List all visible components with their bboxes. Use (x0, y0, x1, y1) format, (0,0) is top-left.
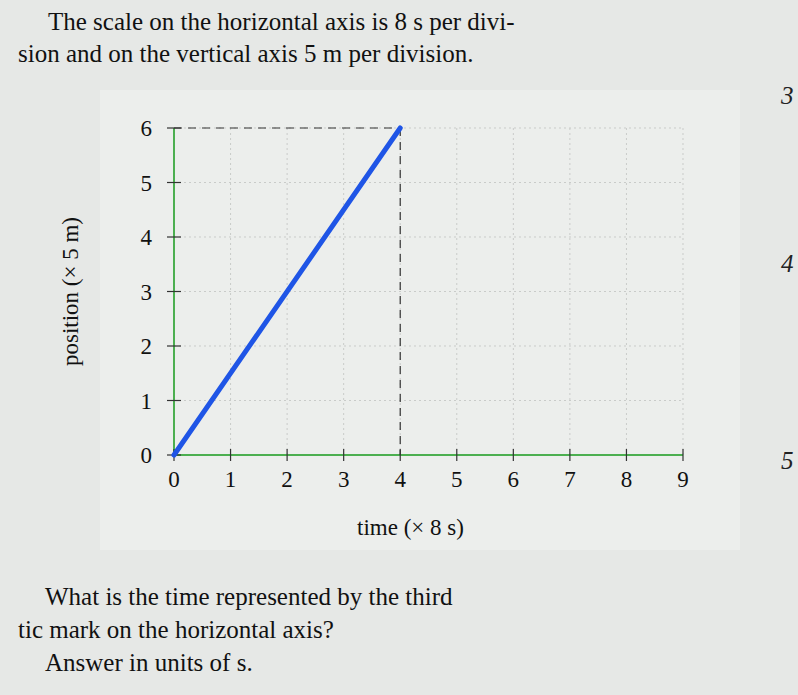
grid-line (456, 128, 457, 455)
grid-line (513, 128, 514, 455)
question-text: What is the time represented by the thir… (45, 583, 453, 610)
x-tick (569, 449, 570, 461)
y-tick (167, 291, 181, 292)
x-axis-label: time (× 8 s) (357, 515, 464, 540)
grid-line (174, 291, 683, 292)
y-tick (167, 182, 181, 183)
x-tick (230, 449, 231, 461)
grid-line (174, 455, 683, 456)
x-tick-label: 3 (338, 467, 350, 492)
x-tick (513, 449, 514, 461)
x-tick-label: 6 (508, 467, 520, 492)
x-tick-label: 5 (451, 467, 463, 492)
y-tick (167, 400, 181, 401)
x-tick-label: 8 (621, 467, 633, 492)
y-tick-label: 2 (141, 334, 153, 359)
x-tick-label: 0 (168, 467, 180, 492)
data-line (174, 128, 400, 455)
intro-text: The scale on the horizontal axis is 8 s … (48, 8, 515, 35)
intro-text: sion and on the vertical axis 5 m per di… (18, 40, 473, 67)
x-tick (682, 449, 683, 461)
x-tick (287, 449, 288, 461)
x-tick (456, 449, 457, 461)
x-axis (174, 454, 683, 456)
x-tick-label: 4 (394, 467, 406, 492)
x-tick-label: 9 (677, 467, 689, 492)
question-text: Answer in units of s. (45, 649, 253, 676)
y-tick-label: 1 (141, 389, 153, 414)
margin-number: 4 (781, 250, 794, 277)
x-tick-label: 2 (281, 467, 293, 492)
grid-line (174, 128, 683, 129)
x-tick-label: 7 (564, 467, 576, 492)
question-text: tic mark on the horizontal axis? (18, 616, 334, 643)
y-axis-label: position (× 5 m) (58, 217, 83, 366)
x-tick-label: 1 (225, 467, 237, 492)
grid-line (174, 182, 683, 183)
y-tick (167, 236, 181, 237)
margin-number: 3 (780, 82, 794, 109)
y-tick-label: 6 (141, 116, 153, 141)
grid-line (174, 237, 683, 238)
grid-line (174, 400, 683, 401)
x-tick (343, 449, 344, 461)
y-tick (167, 345, 181, 346)
guide-line (400, 128, 401, 455)
x-tick (626, 449, 627, 461)
guide-line (174, 127, 400, 128)
plot-area (174, 128, 400, 455)
margin-number: 5 (781, 447, 794, 474)
plot-background (100, 90, 740, 550)
y-tick-label: 3 (141, 280, 153, 305)
page: 0 1 2 3 4 5 6 7 8 9 0 1 2 3 4 5 6 time (× 8 s) position (×… (0, 0, 798, 695)
y-tick-label: 5 (141, 171, 153, 196)
grid-line (626, 128, 627, 455)
y-tick-label: 4 (141, 225, 153, 250)
y-tick-label: 0 (141, 443, 153, 468)
